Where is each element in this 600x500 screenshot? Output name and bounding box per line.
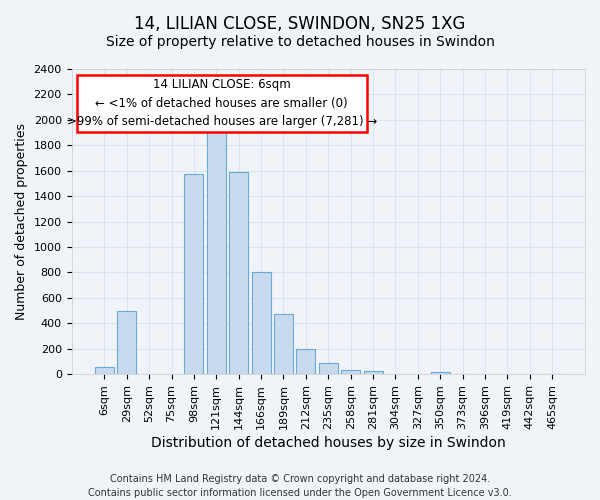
Bar — [229, 172, 248, 374]
Text: 14, LILIAN CLOSE, SWINDON, SN25 1XG: 14, LILIAN CLOSE, SWINDON, SN25 1XG — [134, 15, 466, 33]
Bar — [207, 126, 226, 374]
Bar — [341, 370, 360, 374]
Bar — [251, 272, 271, 374]
Bar — [184, 174, 203, 374]
Bar — [117, 310, 136, 374]
X-axis label: Distribution of detached houses by size in Swindon: Distribution of detached houses by size … — [151, 436, 506, 450]
Text: 14 LILIAN CLOSE: 6sqm
← <1% of detached houses are smaller (0)
>99% of semi-deta: 14 LILIAN CLOSE: 6sqm ← <1% of detached … — [67, 78, 377, 128]
Bar — [95, 367, 114, 374]
Y-axis label: Number of detached properties: Number of detached properties — [15, 123, 28, 320]
Bar — [274, 314, 293, 374]
Bar — [364, 371, 383, 374]
FancyBboxPatch shape — [77, 75, 367, 132]
Bar — [296, 350, 316, 374]
Text: Size of property relative to detached houses in Swindon: Size of property relative to detached ho… — [106, 35, 494, 49]
Text: Contains HM Land Registry data © Crown copyright and database right 2024.
Contai: Contains HM Land Registry data © Crown c… — [88, 474, 512, 498]
Bar — [319, 364, 338, 374]
Bar — [431, 372, 450, 374]
